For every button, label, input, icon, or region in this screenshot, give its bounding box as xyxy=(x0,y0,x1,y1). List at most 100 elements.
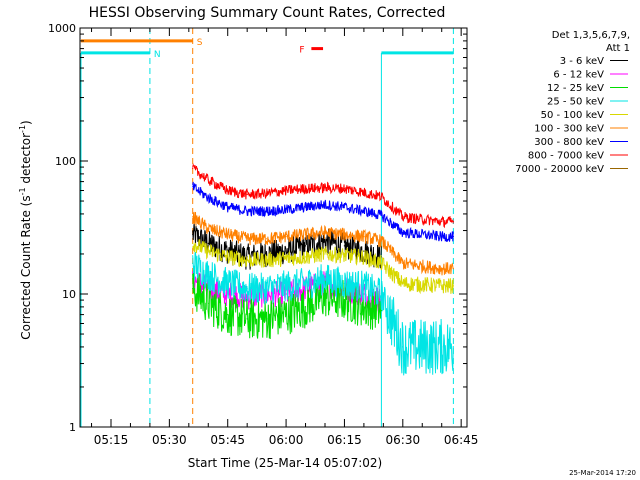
legend-entry-label: 6 - 12 keV xyxy=(553,70,604,81)
series-5-point-2 xyxy=(227,233,229,236)
x-tick-label: 06:15 xyxy=(327,433,362,447)
series-4-point-4 xyxy=(266,259,268,261)
series-2-point-5 xyxy=(285,314,287,316)
series-0-point-6 xyxy=(304,245,307,247)
series-5-point-0 xyxy=(192,216,194,218)
series-4-point-8 xyxy=(343,254,345,256)
series-0-point-0 xyxy=(192,233,194,236)
series-7-point-2 xyxy=(227,189,229,192)
series-4-point-12 xyxy=(441,285,443,287)
series-4-point-2 xyxy=(227,256,229,258)
series-6-point-3 xyxy=(246,210,248,212)
series-1-point-5 xyxy=(285,293,287,295)
series-7-point-12 xyxy=(441,221,443,223)
series-7-point-11 xyxy=(402,216,404,218)
svg-text:Corrected Count Rate (s-1 dete: Corrected Count Rate (s-1 detector-1) xyxy=(18,120,33,339)
x-tick-label: 05:45 xyxy=(210,433,245,447)
legend-entry-label: 300 - 800 keV xyxy=(534,137,604,148)
series-4-point-10 xyxy=(380,262,382,264)
y-axis: 1 10 100 1000 xyxy=(48,22,467,434)
x-axis-label: Start Time (25-Mar-14 05:07:02) xyxy=(188,456,382,470)
series-3-point-10 xyxy=(380,293,382,295)
series-7-point-1 xyxy=(207,179,209,181)
series-6-point-10 xyxy=(380,214,382,216)
series-4-point-6 xyxy=(304,256,307,258)
series-3-point-4 xyxy=(266,287,268,290)
series-6-point-6 xyxy=(304,206,307,208)
x-tick-label: 06:00 xyxy=(269,433,304,447)
series-6-point-0 xyxy=(192,186,194,188)
legend-entry-label: 50 - 100 keV xyxy=(541,110,605,121)
series-4-point-3 xyxy=(246,259,248,261)
series-5-point-1 xyxy=(207,228,209,230)
annotation-n: N xyxy=(154,50,161,60)
series-7-point-10 xyxy=(380,196,382,198)
legend-entry-label: 12 - 25 keV xyxy=(547,83,604,94)
series-7-point-3 xyxy=(246,193,248,196)
series-line-4 xyxy=(192,239,454,295)
series-3-point-5 xyxy=(285,285,287,287)
annotation-f: F xyxy=(299,46,304,56)
series-5-point-11 xyxy=(402,262,404,264)
series-2-point-8 xyxy=(343,299,345,301)
series-7-point-8 xyxy=(343,188,345,190)
series-6-point-2 xyxy=(227,206,229,208)
series-6-point-12 xyxy=(441,236,443,238)
legend-header-attenuator: Att 1 xyxy=(606,43,630,54)
series-3-point-12 xyxy=(441,346,443,348)
series-3-point-3 xyxy=(246,287,248,290)
series-7-point-6 xyxy=(304,188,307,190)
legend-entry-label: 25 - 50 keV xyxy=(547,97,604,108)
series-0-point-8 xyxy=(343,245,345,247)
series-5-point-4 xyxy=(266,238,268,240)
series-5-point-12 xyxy=(441,268,443,270)
series-0-point-9 xyxy=(363,250,365,252)
series-4-point-13 xyxy=(452,285,454,287)
series-2-point-4 xyxy=(266,318,268,320)
series-7-point-9 xyxy=(363,191,365,194)
annotations: N S F xyxy=(154,38,305,60)
chart-title: HESSI Observing Summary Count Rates, Cor… xyxy=(89,5,446,21)
annotation-s: S xyxy=(197,38,203,48)
y-tick-label: 1000 xyxy=(48,22,76,35)
series-4-point-5 xyxy=(285,257,287,260)
series-7-point-7 xyxy=(324,187,326,189)
legend-entry-label: 7000 - 20000 keV xyxy=(515,164,604,175)
y-axis-label: Corrected Count Rate (s-1 detector-1) xyxy=(18,120,33,339)
y-label-part-2: detector xyxy=(19,133,33,188)
series-7-point-0 xyxy=(192,167,194,169)
series-6-point-11 xyxy=(402,231,404,234)
series-2-point-2 xyxy=(227,314,229,316)
series-line-0 xyxy=(192,222,382,270)
x-tick-label: 05:15 xyxy=(94,433,129,447)
series-line-3 xyxy=(192,251,454,376)
plot-frame xyxy=(79,27,468,428)
series-0-point-1 xyxy=(207,242,209,244)
series-5-point-9 xyxy=(363,236,365,238)
series-3-point-1 xyxy=(207,274,209,276)
y-tick-label: 100 xyxy=(55,155,76,168)
series-2-point-10 xyxy=(380,310,382,312)
series-7-point-13 xyxy=(452,221,454,223)
series-6-point-8 xyxy=(343,206,345,208)
series-2-point-6 xyxy=(304,306,307,308)
y-tick-label: 10 xyxy=(62,288,76,301)
series-3-point-9 xyxy=(363,285,365,287)
series-4-point-11 xyxy=(402,282,404,285)
series-0-point-5 xyxy=(285,250,287,252)
x-axis: 05:15 05:30 05:45 06:00 06:15 06:30 06:45 xyxy=(91,28,479,447)
y-label-part-1: Corrected Count Rate (s xyxy=(19,195,33,339)
series-2-point-3 xyxy=(246,318,248,320)
series-5-point-5 xyxy=(285,236,287,238)
legend-entry-label: 100 - 300 keV xyxy=(534,124,604,135)
series-6-point-1 xyxy=(207,197,209,199)
series-line-6 xyxy=(192,181,454,242)
series-4-point-9 xyxy=(363,256,365,258)
x-tick-label: 05:30 xyxy=(152,433,187,447)
series-5-point-13 xyxy=(452,268,454,270)
x-tick-label: 06:45 xyxy=(444,433,479,447)
series-4-point-7 xyxy=(324,253,326,255)
series-3-point-6 xyxy=(304,282,307,285)
legend-entry-label: 3 - 6 keV xyxy=(560,56,604,67)
series-3-point-2 xyxy=(227,282,229,285)
